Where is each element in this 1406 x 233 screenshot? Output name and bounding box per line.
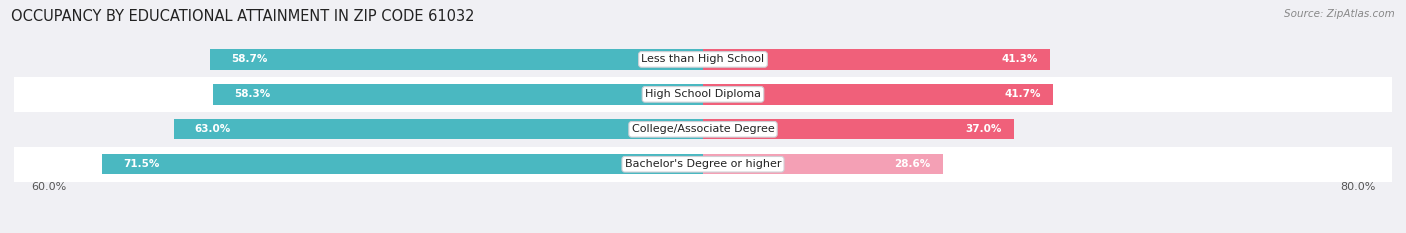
Text: Source: ZipAtlas.com: Source: ZipAtlas.com	[1284, 9, 1395, 19]
Text: High School Diploma: High School Diploma	[645, 89, 761, 99]
Bar	[209, 49, 703, 69]
Text: Less than High School: Less than High School	[641, 55, 765, 64]
Text: 41.3%: 41.3%	[1001, 55, 1038, 64]
Text: 41.7%: 41.7%	[1004, 89, 1040, 99]
FancyBboxPatch shape	[14, 147, 1392, 182]
Bar	[103, 154, 703, 174]
Text: 28.6%: 28.6%	[894, 159, 931, 169]
Text: College/Associate Degree: College/Associate Degree	[631, 124, 775, 134]
FancyBboxPatch shape	[14, 42, 1392, 77]
Text: Bachelor's Degree or higher: Bachelor's Degree or higher	[624, 159, 782, 169]
Bar	[703, 154, 943, 174]
FancyBboxPatch shape	[14, 112, 1392, 147]
Text: 80.0%: 80.0%	[1340, 182, 1375, 192]
Bar	[703, 119, 1014, 139]
Text: 58.7%: 58.7%	[231, 55, 267, 64]
Bar	[174, 119, 703, 139]
Bar	[214, 84, 703, 105]
Text: 63.0%: 63.0%	[194, 124, 231, 134]
Bar	[703, 84, 1053, 105]
Text: OCCUPANCY BY EDUCATIONAL ATTAINMENT IN ZIP CODE 61032: OCCUPANCY BY EDUCATIONAL ATTAINMENT IN Z…	[11, 9, 475, 24]
Text: 37.0%: 37.0%	[965, 124, 1001, 134]
Text: 71.5%: 71.5%	[124, 159, 160, 169]
Text: 60.0%: 60.0%	[31, 182, 66, 192]
Text: 58.3%: 58.3%	[235, 89, 270, 99]
FancyBboxPatch shape	[14, 77, 1392, 112]
Bar	[703, 49, 1050, 69]
